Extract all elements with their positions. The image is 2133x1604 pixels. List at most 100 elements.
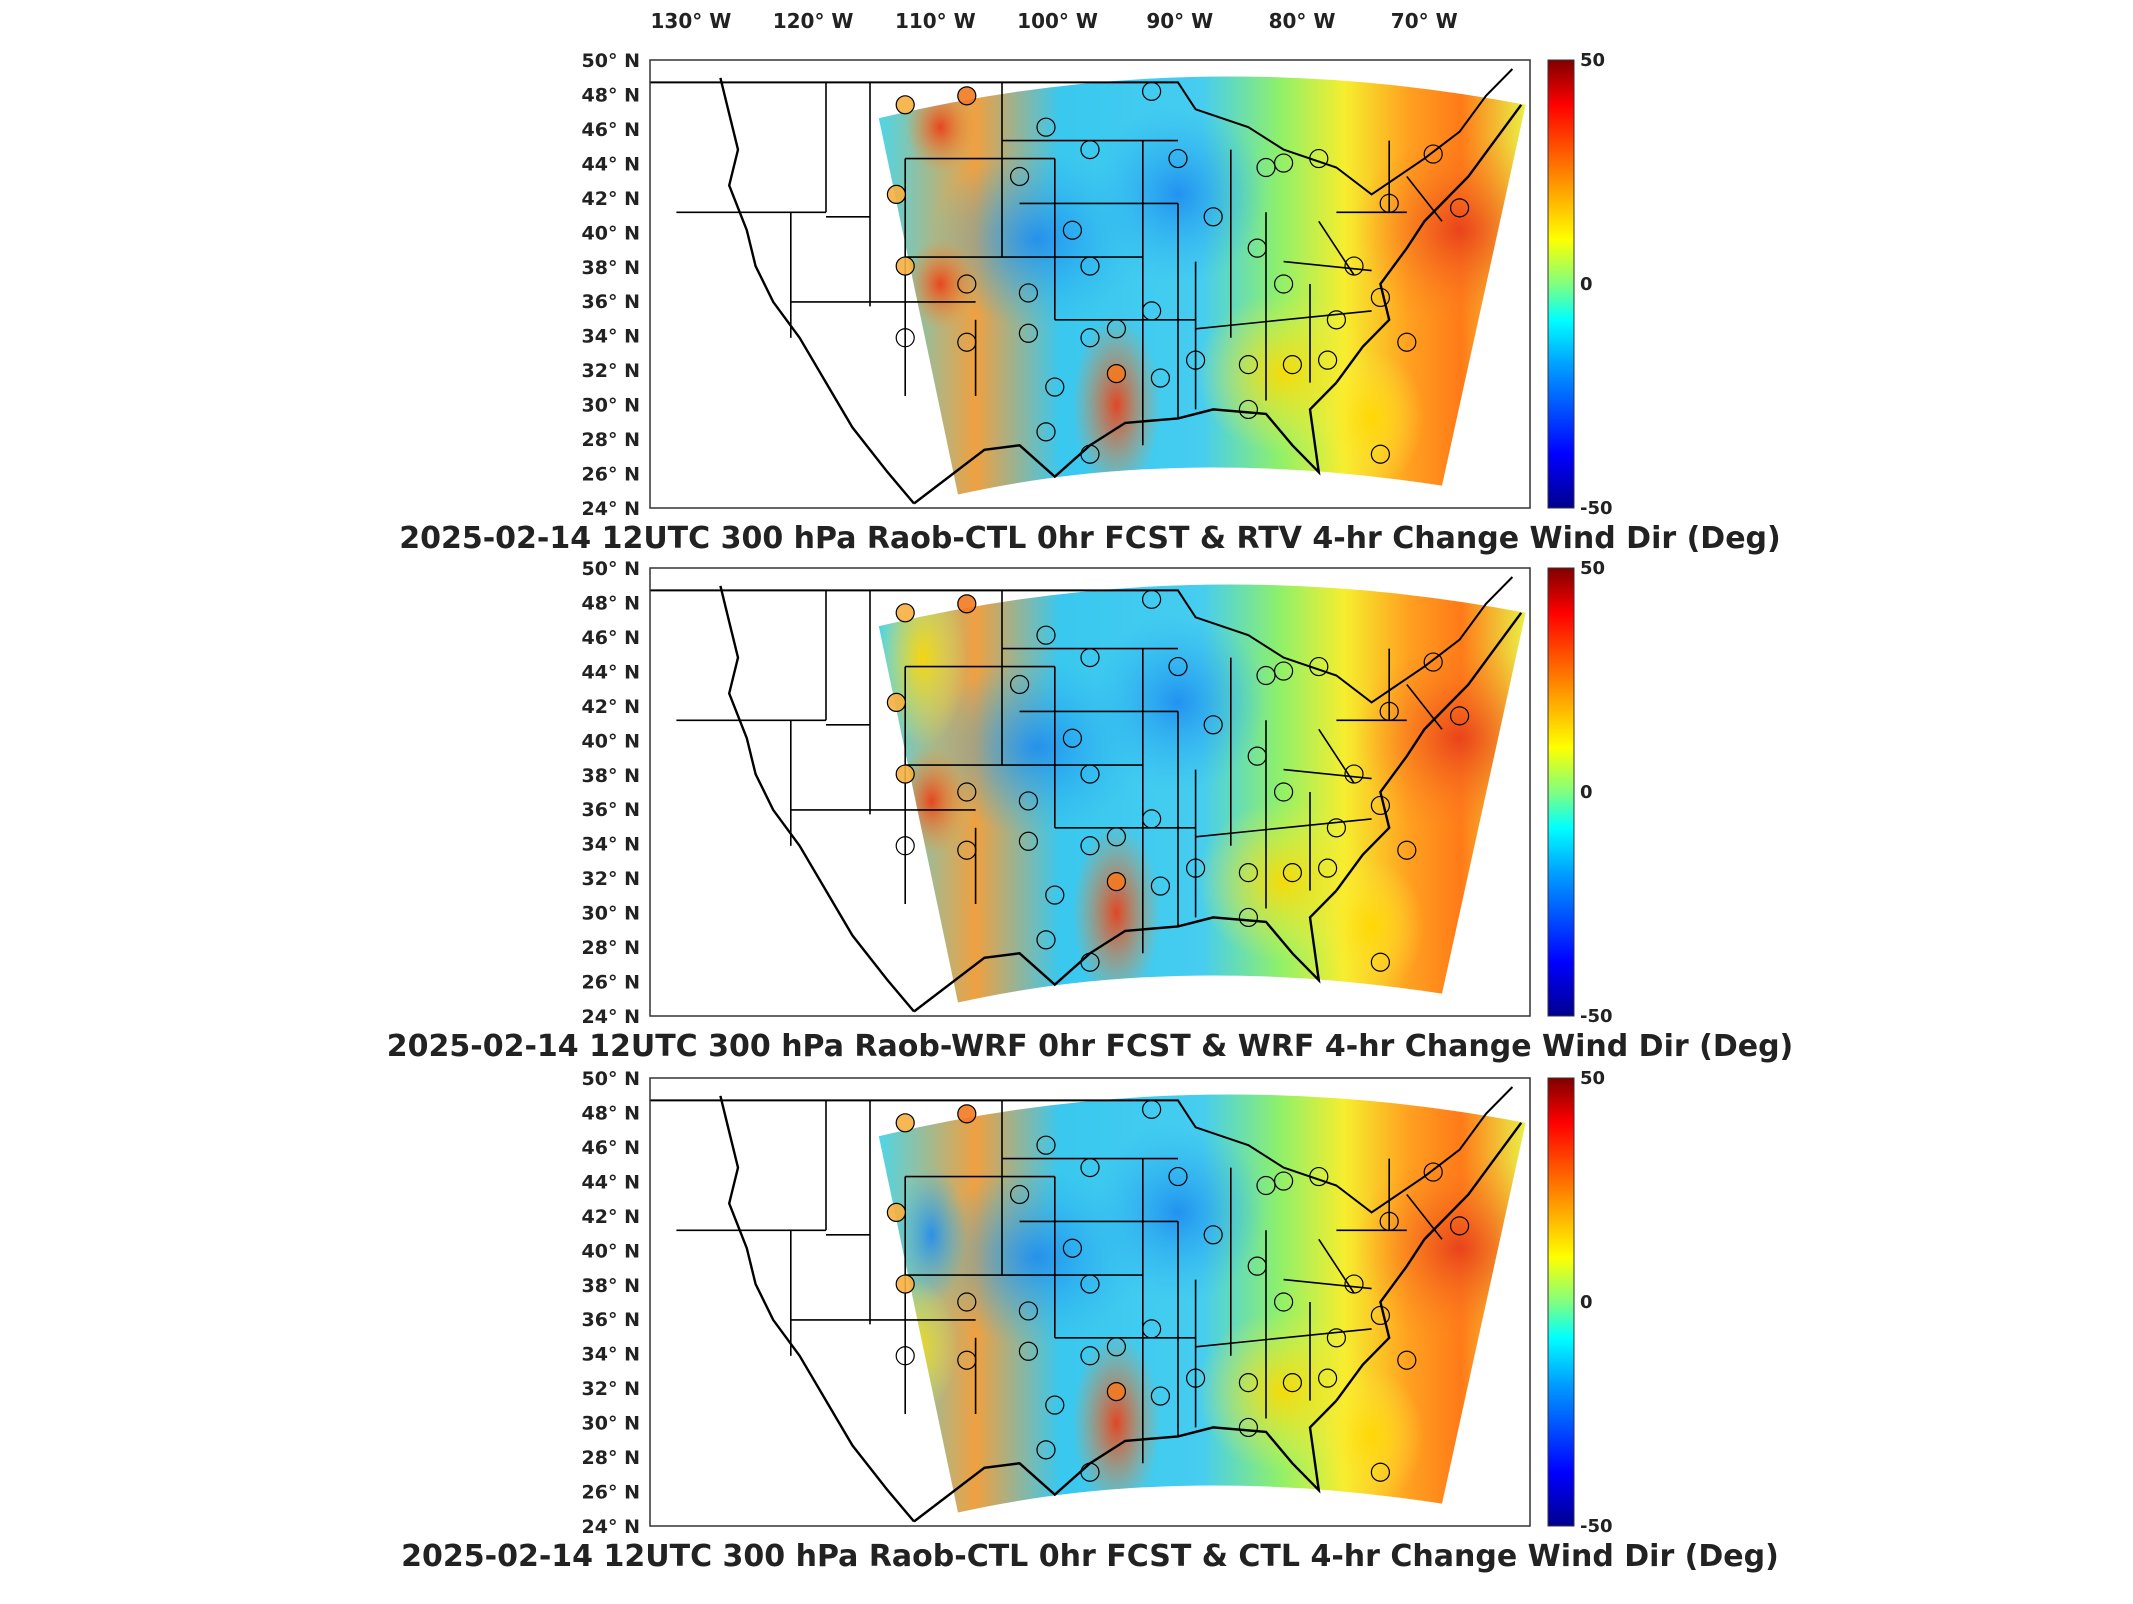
state-border — [1195, 310, 1372, 330]
station-marker — [1309, 148, 1329, 169]
colorbar-tick-label: 50 — [1580, 558, 1605, 579]
lat-tick-label: 32° N — [582, 360, 640, 382]
map-panel: 50° N 48° N 46° N 44° N 42° N 40° N 38° N 36° N… — [399, 50, 1781, 556]
lat-tick-label: 34° N — [582, 834, 640, 856]
panel-title: 2025-02-14 12UTC 300 hPa Raob-CTL 0hr FC… — [399, 521, 1781, 556]
lat-tick-label: 48° N — [582, 592, 640, 614]
map-panel: 50° N 48° N 46° N 44° N 42° N 40° N 38° N 36° N… — [387, 558, 1794, 1064]
colorbar: 50 0 -50 — [1547, 50, 1613, 519]
station-marker — [1326, 310, 1347, 330]
station-marker — [1282, 355, 1303, 375]
lat-tick-label: 30° N — [582, 903, 640, 925]
lon-tick-label: 70° W — [1391, 9, 1458, 33]
station-marker — [1080, 444, 1100, 464]
station-marker — [1317, 350, 1338, 370]
station-marker — [895, 1113, 915, 1133]
state-border — [1406, 176, 1443, 222]
station-marker — [1141, 81, 1162, 101]
coastline — [1335, 612, 1523, 892]
station-marker — [1018, 791, 1039, 811]
colorbar-ramp — [1547, 1077, 1575, 1527]
colorbar-tick-label: 50 — [1580, 1068, 1605, 1089]
panel-title: 2025-02-14 12UTC 300 hPa Raob-CTL 0hr FC… — [401, 1539, 1779, 1574]
colorbar-tick-label: 0 — [1580, 274, 1593, 295]
station-marker — [1370, 795, 1391, 816]
station-marker — [1168, 656, 1188, 677]
lat-tick-label: 42° N — [582, 188, 640, 210]
latitude-tick-labels: 50° N 48° N 46° N 44° N 42° N 40° N 38° N 36° N… — [582, 1068, 640, 1538]
station-marker — [1018, 831, 1039, 851]
map-panels: 50° N 48° N 46° N 44° N 42° N 40° N 38° N 36° N… — [387, 50, 1794, 1574]
station-marker — [1203, 1225, 1223, 1245]
station-marker — [1203, 207, 1223, 227]
field-anomaly — [1318, 351, 1425, 486]
station-marker — [1379, 701, 1399, 721]
lat-tick-label: 48° N — [582, 84, 640, 106]
station-marker — [957, 1350, 977, 1370]
station-marker — [1282, 1373, 1303, 1393]
lat-tick-label: 30° N — [582, 1413, 640, 1435]
lon-tick-label: 110° W — [895, 9, 976, 33]
lat-tick-label: 42° N — [582, 696, 640, 718]
station-marker — [1326, 818, 1347, 838]
station-marker — [1273, 661, 1294, 681]
station-marker — [1397, 840, 1417, 860]
station-marker — [1423, 144, 1443, 164]
field-anomaly — [1072, 1333, 1161, 1513]
station-marker — [895, 603, 915, 623]
state-border — [1318, 728, 1355, 784]
station-marker — [1326, 1328, 1347, 1348]
station-marker — [1106, 871, 1127, 892]
station-marker — [1036, 1135, 1056, 1155]
station-marker — [895, 1346, 915, 1366]
station-marker — [1045, 885, 1065, 905]
station-marker — [1080, 1346, 1100, 1366]
station-marker — [895, 328, 915, 348]
lat-tick-label: 26° N — [582, 1482, 640, 1504]
field-anomaly — [1318, 1369, 1425, 1504]
colorbar-tick-label: -50 — [1580, 1006, 1613, 1027]
lat-tick-label: 46° N — [582, 119, 640, 141]
station-marker — [1018, 1341, 1039, 1361]
lat-tick-label: 36° N — [582, 799, 640, 821]
station-marker — [957, 86, 977, 106]
lat-tick-label: 38° N — [582, 1275, 640, 1297]
station-marker — [1317, 858, 1338, 878]
station-marker — [1141, 589, 1162, 609]
lat-tick-label: 42° N — [582, 1206, 640, 1228]
station-marker — [1062, 728, 1083, 748]
lat-tick-label: 26° N — [582, 464, 640, 486]
coastline — [719, 77, 915, 505]
lat-tick-label: 50° N — [582, 558, 640, 580]
station-marker — [1062, 220, 1083, 240]
state-border — [1318, 220, 1355, 276]
station-marker — [1379, 1211, 1399, 1231]
station-marker — [1423, 1162, 1443, 1182]
colorbar-ramp — [1547, 567, 1575, 1017]
colorbar-tick-label: -50 — [1580, 1516, 1613, 1537]
station-marker — [1106, 364, 1127, 384]
lat-tick-label: 28° N — [582, 1447, 640, 1469]
station-marker — [1009, 674, 1030, 695]
station-marker — [1080, 140, 1100, 160]
station-marker — [1080, 1157, 1100, 1178]
station-marker — [1009, 1184, 1030, 1205]
lat-tick-label: 36° N — [582, 291, 640, 313]
raob-stations — [886, 1099, 1470, 1482]
station-marker — [1106, 1381, 1127, 1402]
lat-tick-label: 34° N — [582, 1344, 640, 1366]
station-marker — [1018, 283, 1039, 303]
station-marker — [1317, 1368, 1338, 1388]
station-marker — [1247, 238, 1267, 258]
station-marker — [895, 764, 915, 784]
station-marker — [1009, 166, 1030, 187]
station-marker — [1018, 323, 1039, 343]
colorbar-ramp — [1547, 59, 1575, 509]
station-marker — [886, 1202, 907, 1223]
station-marker — [1370, 1305, 1391, 1326]
station-marker — [1080, 1274, 1100, 1294]
field-anomaly — [1318, 859, 1425, 994]
coastline — [719, 1095, 915, 1523]
station-marker — [1344, 1274, 1364, 1294]
